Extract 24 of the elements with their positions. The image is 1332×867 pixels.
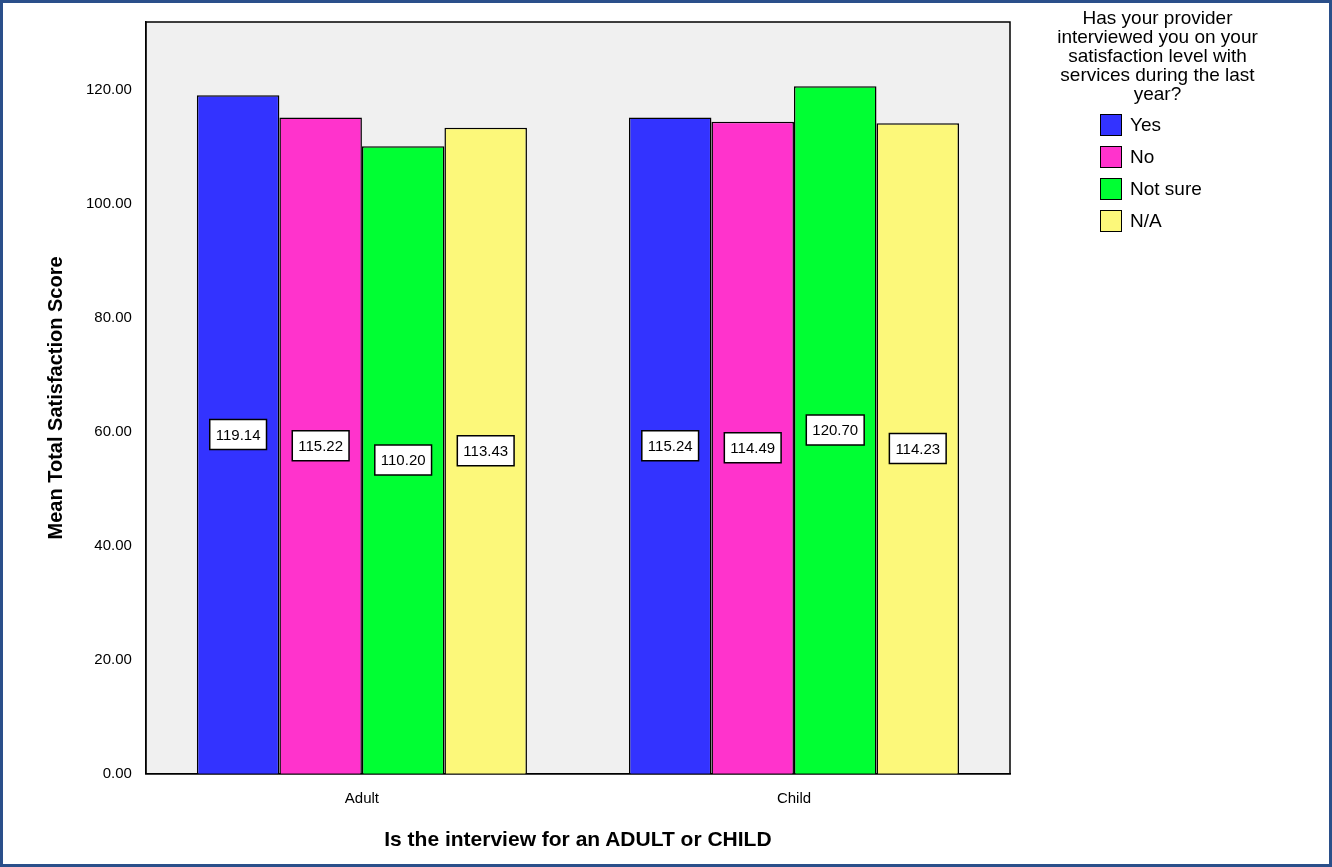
- data-label: 114.49: [730, 438, 776, 456]
- data-label: 114.23: [895, 439, 941, 457]
- data-label: 110.20: [380, 451, 426, 469]
- legend-label: Not sure: [1130, 178, 1202, 200]
- data-label: 113.43: [463, 441, 509, 459]
- data-label: 120.70: [812, 421, 859, 439]
- y-tick-label: 0.00: [102, 763, 132, 781]
- data-label: 115.24: [647, 436, 693, 454]
- y-tick-label: 60.00: [94, 422, 132, 440]
- y-tick-label: 40.00: [94, 536, 132, 554]
- x-axis-title: Is the interview for an ADULT or CHILD: [384, 827, 772, 851]
- data-label: 115.22: [298, 436, 344, 454]
- legend-label: No: [1130, 146, 1155, 168]
- y-tick-label: 100.00: [85, 194, 132, 212]
- data-label: 119.14: [215, 425, 261, 443]
- y-tick-label: 80.00: [94, 308, 132, 326]
- x-tick-label: Adult: [344, 788, 380, 806]
- legend-label: N/A: [1130, 210, 1162, 232]
- y-tick-label: 20.00: [94, 650, 132, 668]
- x-tick-label: Child: [776, 788, 812, 806]
- y-tick-label: 120.00: [85, 80, 132, 98]
- legend-label: Yes: [1130, 114, 1161, 136]
- y-axis-title: Mean Total Satisfaction Score: [43, 256, 66, 540]
- legend-title: Has your provider interviewed you on your satisfaction level with services during the last year?: [1056, 7, 1259, 104]
